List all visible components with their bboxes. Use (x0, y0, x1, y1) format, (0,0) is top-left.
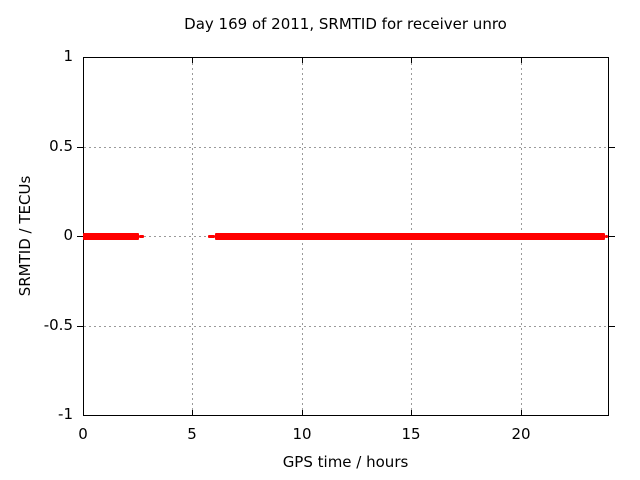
x-tick-top (411, 58, 412, 63)
y-gridline--0.5 (84, 326, 607, 327)
x-tick-bottom (411, 410, 412, 415)
x-tick-bottom (192, 410, 193, 415)
data-segment-SRMTID (208, 235, 215, 238)
y-tick-left (77, 236, 83, 237)
x-tick-label-15: 15 (401, 425, 421, 443)
data-segment-SRMTID (83, 233, 139, 240)
x-tick-top (521, 58, 522, 63)
x-tick-top (192, 58, 193, 63)
y-tick-right (609, 147, 615, 148)
data-segment-SRMTID (139, 235, 144, 238)
x-tick-label-20: 20 (511, 425, 531, 443)
y-tick-label-0: 0 (63, 226, 73, 244)
data-segment-SRMTID (605, 235, 608, 238)
x-tick-bottom (302, 410, 303, 415)
x-tick-label-10: 10 (292, 425, 312, 443)
x-tick-label-5: 5 (187, 425, 197, 443)
y-gridline-0.5 (84, 147, 607, 148)
y-tick-right (609, 236, 615, 237)
y-tick-label--1: -1 (58, 405, 73, 423)
y-tick-left (77, 147, 83, 148)
x-tick-label-0: 0 (78, 425, 88, 443)
y-tick-label-0.5: 0.5 (49, 137, 73, 155)
y-tick-label--0.5: -0.5 (43, 316, 73, 334)
x-axis-label: GPS time / hours (282, 453, 409, 471)
x-tick-top (302, 58, 303, 63)
y-tick-left (77, 326, 83, 327)
y-tick-label-1: 1 (63, 47, 73, 65)
data-segment-SRMTID (215, 233, 605, 240)
y-tick-right (609, 326, 615, 327)
chart-title: Day 169 of 2011, SRMTID for receiver unr… (184, 15, 507, 33)
x-tick-bottom (521, 410, 522, 415)
